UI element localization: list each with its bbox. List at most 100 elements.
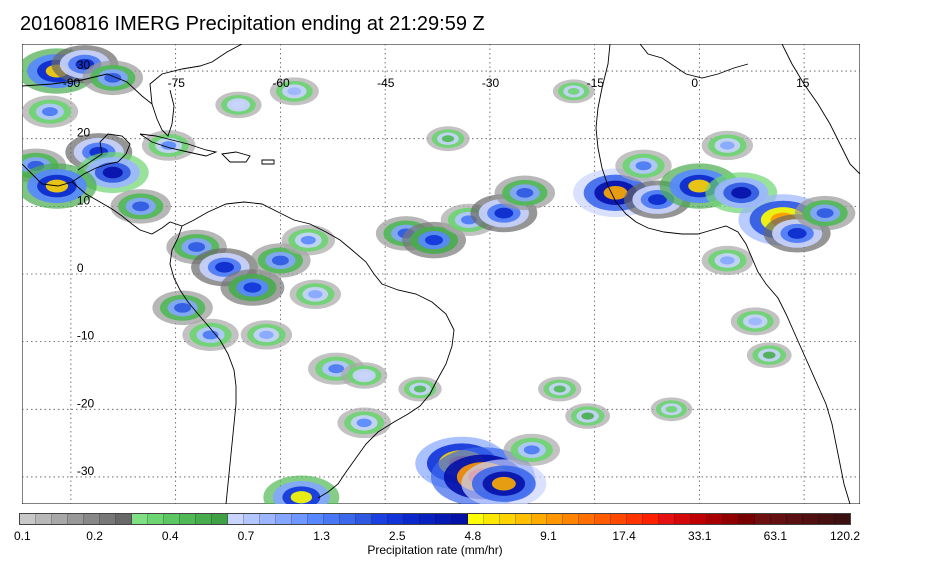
latitude-label: -30 (77, 464, 95, 478)
coastlines (22, 44, 860, 504)
precipitation-cell (202, 330, 219, 340)
colorbar-tick-label: 0.1 (13, 529, 31, 543)
precipitation-cell (720, 256, 735, 265)
precipitation-cell (174, 302, 192, 313)
colorbar-swatch (627, 514, 644, 524)
precipitation-cell (665, 405, 678, 413)
colorbar-swatch (595, 514, 612, 524)
colorbar-tick-label: 33.1 (688, 529, 712, 543)
latitude-label: 10 (77, 193, 91, 207)
colorbar-swatch (243, 514, 260, 524)
longitude-label: -45 (377, 76, 395, 90)
precipitation-cell (494, 207, 514, 219)
latitude-label: 20 (77, 126, 91, 140)
precipitation-cell (553, 385, 566, 393)
precipitation-cell (731, 187, 752, 199)
coastline-iberia (639, 44, 749, 79)
colorbar-swatch (499, 514, 516, 524)
colorbar-tick-labels: 0.1 0.2 0.4 0.7 1.3 2.5 4.8 9.1 17.4 33.1 63.1 120.… (14, 529, 860, 545)
coastline-north-america (22, 44, 243, 106)
coastline-central-america (71, 181, 183, 235)
precipitation-cell (748, 317, 763, 326)
colorbar-swatch (227, 514, 244, 524)
map-title: 20160816 IMERG Precipitation ending at 2… (20, 13, 485, 35)
colorbar-tick-label: 0.2 (86, 529, 103, 543)
precipitation-cell (271, 255, 289, 266)
colorbar-swatch (531, 514, 548, 524)
colorbar-swatch (835, 514, 851, 524)
colorbar-swatch (451, 514, 468, 524)
longitude-label: 15 (796, 76, 810, 90)
coastline-cuba (139, 133, 218, 157)
precipitation-cell (132, 201, 150, 212)
precipitation-map: -90 -75 -60 -45 -30 -15 0 15 30 20 10 0 -10 -20 -30 (22, 44, 860, 504)
colorbar-swatch (659, 514, 676, 524)
coastline-puerto-rico (261, 159, 275, 165)
coastline-south-america-west (169, 225, 237, 504)
latitude-label: -10 (77, 329, 95, 343)
colorbar-swatch (307, 514, 324, 524)
precipitation-cell (161, 141, 177, 150)
latitude-label: -20 (77, 396, 95, 410)
coastline-south-america (181, 201, 455, 499)
colorbar-tick-label: 120.2 (829, 529, 861, 543)
colorbar-swatch (355, 514, 372, 524)
colorbar-tick-label: 0.7 (237, 529, 255, 543)
precipitation-cell (357, 371, 371, 380)
precipitation-cell (215, 261, 234, 273)
latitude-label: 0 (77, 261, 84, 275)
precipitation-cell (104, 72, 122, 83)
colorbar-swatch (819, 514, 836, 524)
coastline-mexico (22, 133, 131, 187)
colorbar-tick-label: 0.4 (161, 529, 179, 543)
colorbar-swatch (675, 514, 692, 524)
precipitation-cell (356, 418, 372, 428)
precipitation-cell (259, 330, 274, 340)
precipitation-cell (516, 187, 534, 198)
colorbar-swatch (771, 514, 788, 524)
colorbar-swatch (99, 514, 116, 524)
coastline-florida (151, 89, 175, 137)
coastline-africa (595, 44, 851, 504)
colorbar-swatch (51, 514, 68, 524)
colorbar-swatch (435, 514, 452, 524)
precipitation-cell (300, 235, 316, 245)
colorbar-swatch (195, 514, 212, 524)
precipitation-cell (603, 185, 628, 200)
colorbar-swatch (323, 514, 340, 524)
precipitation-cell (581, 412, 594, 420)
precipitation-cell (328, 364, 345, 374)
map-panel: -90 -75 -60 -45 -30 -15 0 15 30 20 10 0 -10 -20 -30 (22, 44, 860, 504)
colorbar-swatch (291, 514, 308, 524)
colorbar-swatch (35, 514, 52, 524)
colorbar-label: Precipitation rate (mm/hr) (367, 543, 503, 557)
precipitation-cell (567, 88, 580, 95)
colorbar-swatch (643, 514, 660, 524)
colorbar-swatch (691, 514, 708, 524)
colorbar-swatch (147, 514, 164, 524)
colorbar-tick-label: 1.3 (313, 529, 330, 543)
colorbar-tick-label: 2.5 (388, 529, 406, 543)
precipitation-cell (102, 166, 123, 179)
colorbar-swatch (787, 514, 804, 524)
precipitation-cell (441, 135, 455, 143)
colorbar-swatch (483, 514, 500, 524)
colorbar-swatch (579, 514, 596, 524)
colorbar-swatch (115, 514, 132, 524)
colorbar-swatch (467, 514, 484, 524)
colorbar-swatch (211, 514, 228, 524)
precipitation-cell (243, 282, 262, 293)
colorbar-swatch (563, 514, 580, 524)
colorbar-tick-label: 4.8 (464, 529, 482, 543)
precipitation-cell (648, 194, 667, 205)
longitude-label: -30 (482, 76, 500, 90)
colorbar-swatch (259, 514, 276, 524)
colorbar-tick-label: 17.4 (612, 529, 636, 543)
precipitation-cell (688, 179, 711, 193)
precipitation-cell (42, 107, 58, 117)
colorbar-swatch (403, 514, 420, 524)
precipitation-cell (523, 445, 540, 455)
colorbar-swatch (131, 514, 148, 524)
precipitation-colorbar (19, 513, 851, 525)
longitude-label: -60 (272, 76, 290, 90)
